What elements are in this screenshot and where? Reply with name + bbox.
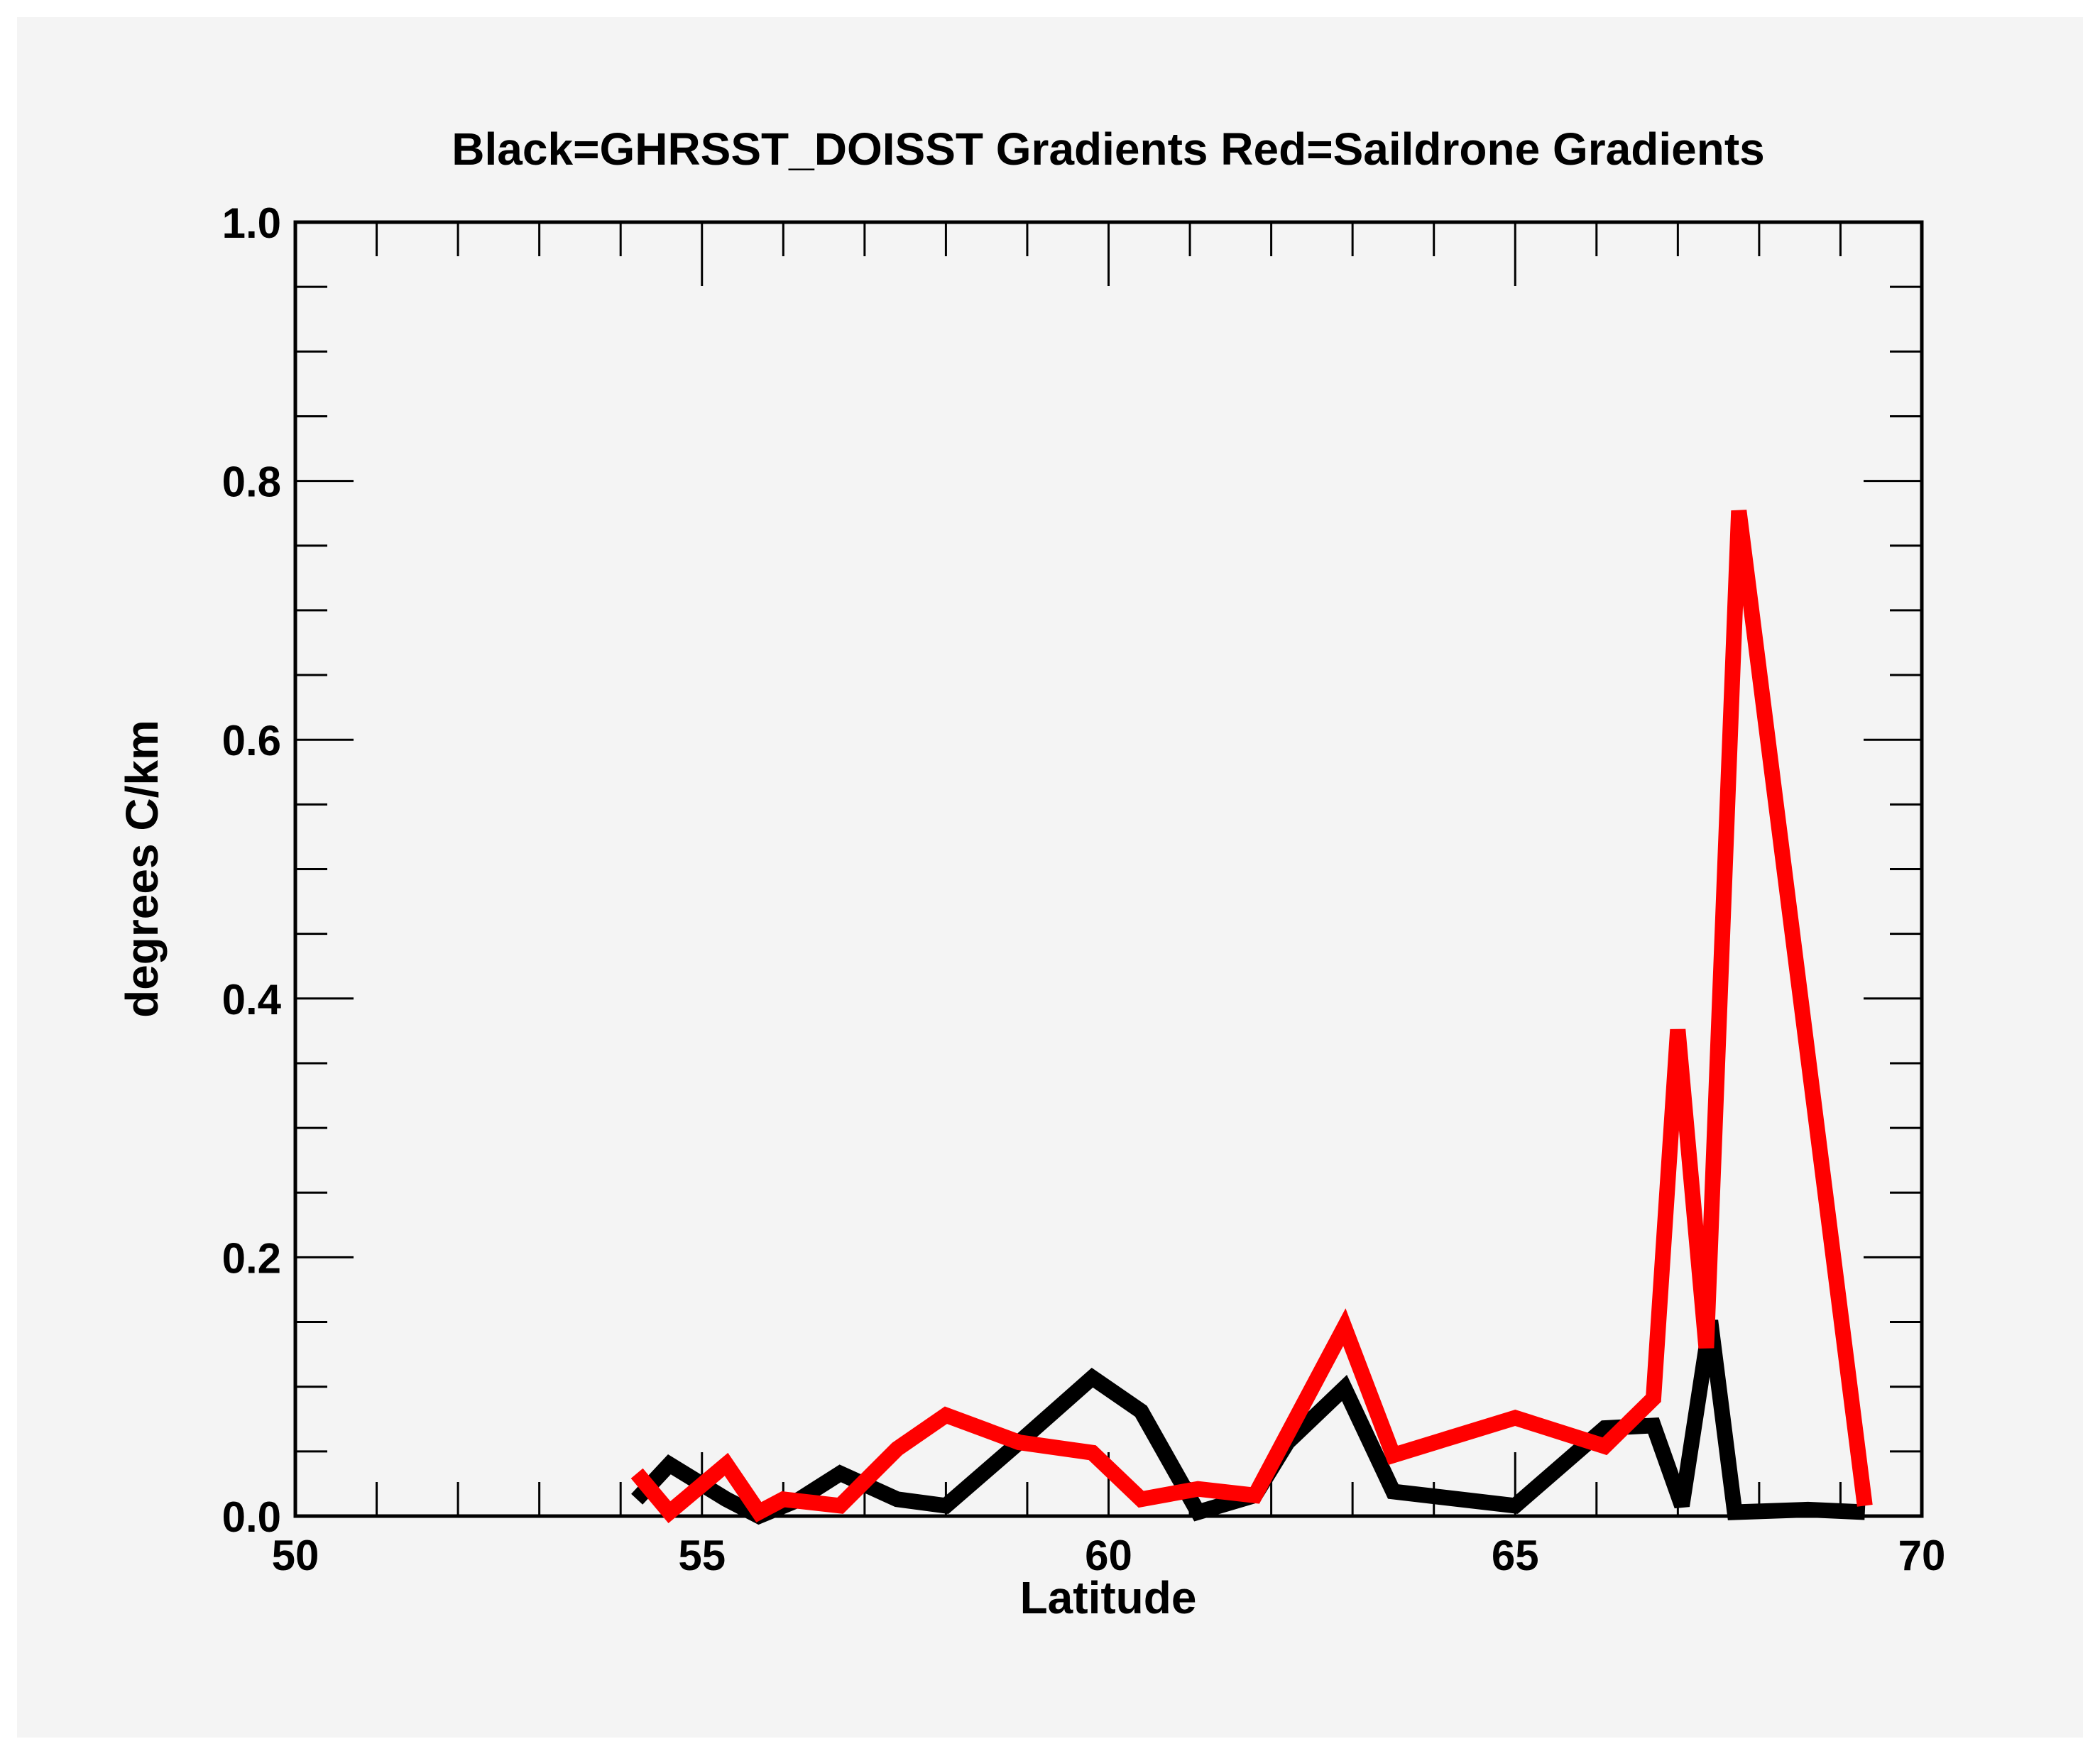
y-tick-label: 0.8 [222, 459, 281, 506]
plot-axes [293, 220, 1924, 1518]
y-axis-label: degrees C/km [116, 720, 168, 1018]
y-tick-label: 0.2 [222, 1234, 281, 1282]
x-tick-label: 60 [1085, 1532, 1132, 1579]
x-tick-label: 55 [678, 1532, 726, 1579]
x-tick-label: 50 [272, 1532, 319, 1579]
data-series [630, 510, 1873, 1525]
y-tick-label: 0.4 [222, 976, 282, 1024]
y-tick-label: 0.6 [222, 717, 281, 764]
chart-title: Black=GHRSST_DOISST Gradients Red=Saildr… [452, 124, 1764, 175]
y-tick-label: 0.0 [222, 1493, 281, 1541]
y-tick-label: 1.0 [222, 199, 281, 247]
x-tick-label: 70 [1898, 1532, 1946, 1579]
x-tick-label: 65 [1492, 1532, 1539, 1579]
saildrone-line [630, 510, 1873, 1524]
tick-labels: 50 55 60 65 70 0.0 0.2 0.4 0.6 0.8 1.0 [222, 199, 1946, 1579]
plot-frame [293, 220, 1924, 1518]
x-axis-label: Latitude [1020, 1572, 1197, 1623]
